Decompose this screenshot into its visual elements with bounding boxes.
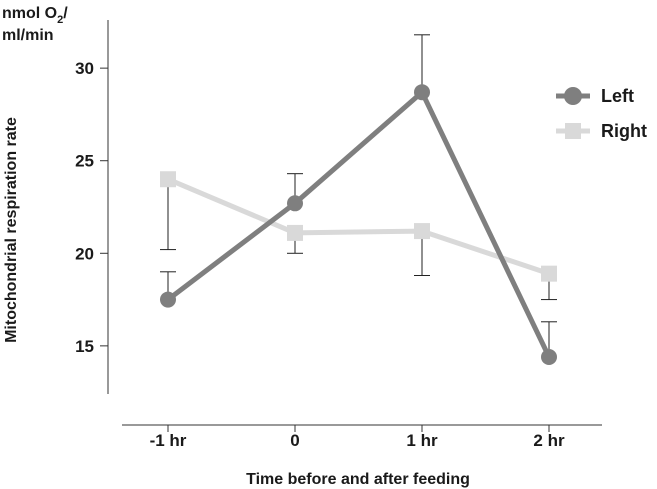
point-right	[541, 265, 557, 282]
y-unit-label: nmol O2/	[2, 5, 68, 26]
point-right	[160, 171, 176, 188]
y-tick-label: 20	[75, 244, 94, 263]
y-tick-label: 30	[75, 59, 94, 78]
legend: Left Right	[556, 86, 647, 141]
point-right	[287, 224, 303, 241]
point-left	[414, 84, 430, 101]
error-bars	[160, 34, 557, 357]
point-left	[287, 195, 303, 212]
point-left	[160, 291, 176, 308]
series-lines	[166, 89, 552, 359]
y-tick-label: 15	[75, 337, 94, 356]
y-unit-slash: /	[63, 5, 68, 22]
y-axis-title: Mitochondrial respiration rate	[3, 117, 20, 343]
axes: 15 20 25 30 -1 hr 0 1 hr 2 hr	[75, 20, 602, 450]
y-unit-label-line2: ml/min	[2, 27, 54, 44]
x-tick-label: 2 hr	[533, 431, 565, 450]
y-unit-part1: nmol O	[2, 5, 57, 22]
legend-label-left: Left	[601, 86, 634, 106]
x-tick-label: 1 hr	[406, 431, 438, 450]
y-unit-subscript: 2	[57, 14, 63, 26]
legend-label-right: Right	[601, 121, 647, 141]
legend-marker-left	[564, 87, 582, 105]
x-axis-title: Time before and after feeding	[246, 471, 470, 488]
series-markers	[160, 84, 557, 365]
x-tick-label: 0	[290, 431, 299, 450]
series-line-right	[167, 176, 550, 277]
series-line-left	[166, 89, 552, 359]
y-tick-label: 25	[75, 152, 94, 171]
legend-marker-right	[565, 123, 581, 139]
x-tick-label: -1 hr	[150, 431, 187, 450]
point-right	[414, 223, 430, 240]
point-left	[541, 348, 557, 365]
